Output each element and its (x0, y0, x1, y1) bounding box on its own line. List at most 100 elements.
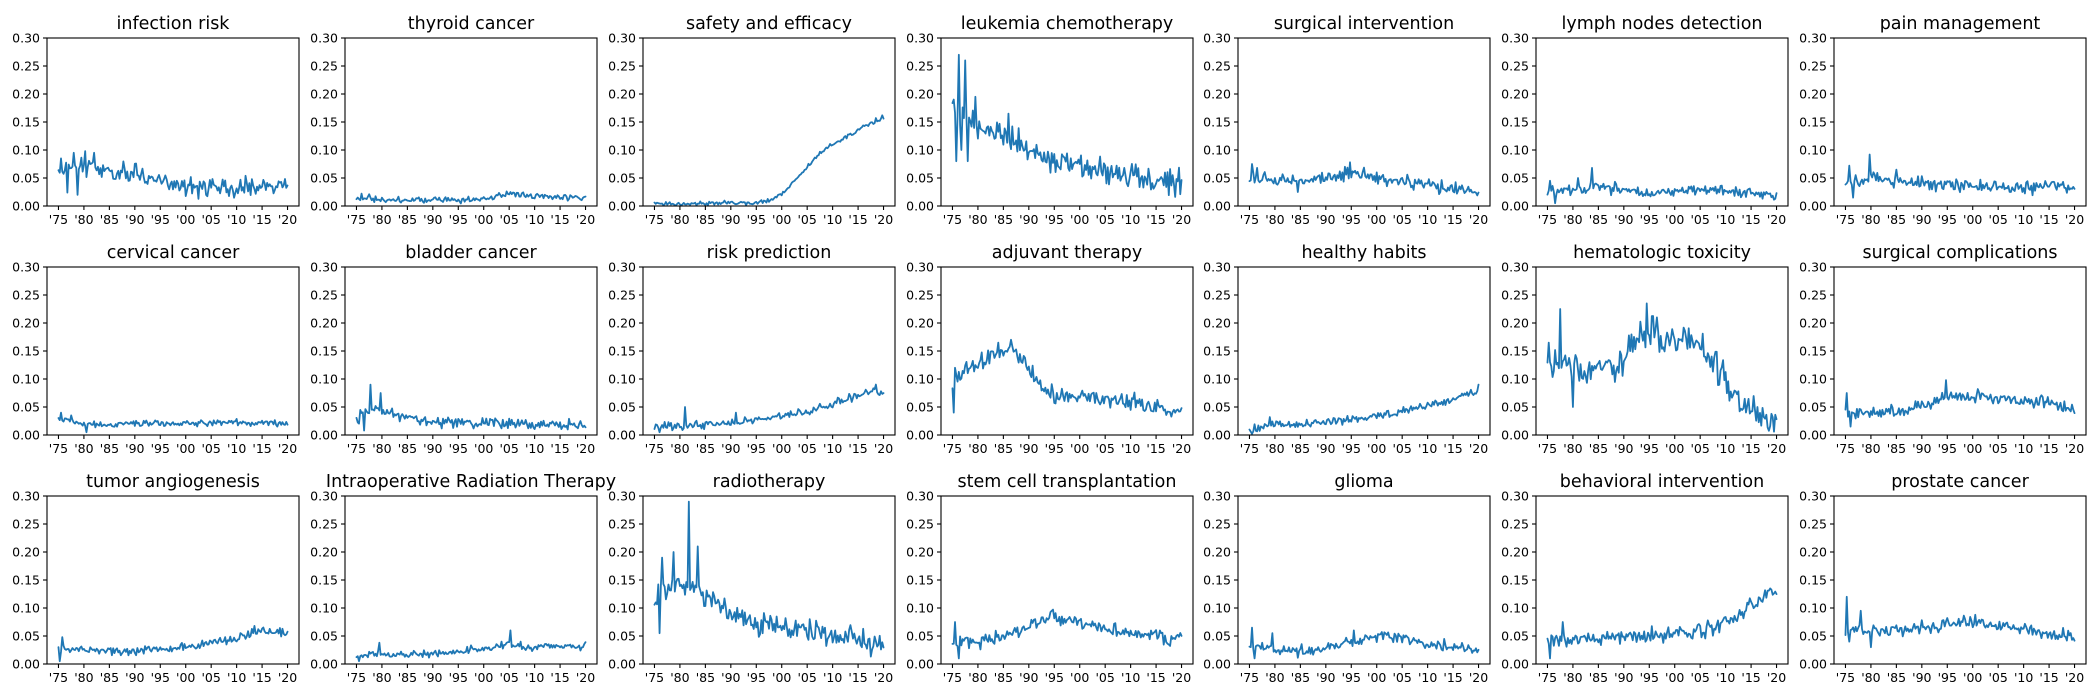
y-tick-label: 0.00 (608, 657, 636, 672)
y-tick-label: 0.25 (12, 288, 40, 303)
x-tick-label: '05 (798, 441, 817, 456)
x-tick-label: '85 (1887, 670, 1906, 685)
x-tick-label: '20 (1767, 212, 1786, 227)
series-line (355, 629, 587, 663)
x-tick-label: '75 (49, 670, 68, 685)
x-tick-label: '15 (2039, 670, 2058, 685)
x-tick-label: '80 (1861, 441, 1880, 456)
y-tick-label: 0.25 (608, 517, 636, 532)
y-tick-label: 0.30 (1501, 260, 1529, 275)
x-tick-label: '00 (474, 670, 493, 685)
x-tick-label: '90 (125, 670, 144, 685)
y-tick-label: 0.10 (906, 143, 934, 158)
y-tick-label: 0.15 (1501, 573, 1529, 588)
subplot-title: hematologic toxicity (1573, 243, 1751, 263)
series-line (1248, 626, 1480, 660)
x-tick-label: '75 (1538, 670, 1557, 685)
y-tick-label: 0.15 (906, 573, 934, 588)
subplot-3: leukemia chemotherapy 0.00 0.05 0.10 0.15 0.2… (906, 14, 1194, 227)
x-tick-label: '05 (1096, 441, 1115, 456)
subplot-19: behavioral intervention 0.00 0.05 0.10 0.15 0… (1501, 472, 1789, 685)
x-tick-label: '90 (1912, 441, 1931, 456)
x-tick-label: '20 (278, 441, 297, 456)
x-tick-label: '90 (1316, 441, 1335, 456)
x-tick-label: '80 (74, 212, 93, 227)
x-tick-label: '75 (49, 441, 68, 456)
y-tick-label: 0.20 (1799, 87, 1827, 102)
y-tick-label: 0.25 (1799, 517, 1827, 532)
x-tick-label: '85 (100, 670, 119, 685)
x-tick-label: '05 (1096, 212, 1115, 227)
y-tick-label: 0.00 (608, 199, 636, 214)
y-tick-label: 0.05 (1799, 171, 1827, 186)
subplot-8: bladder cancer 0.00 0.05 0.10 0.15 0.20 0.25 0.… (310, 243, 598, 456)
x-tick-label: '05 (500, 670, 519, 685)
x-tick-label: '10 (1716, 441, 1735, 456)
x-tick-label: '05 (202, 441, 221, 456)
y-tick-label: 0.00 (906, 199, 934, 214)
x-tick-label: '75 (943, 212, 962, 227)
y-tick-label: 0.00 (1799, 428, 1827, 443)
x-tick-label: '20 (1172, 212, 1191, 227)
x-tick-label: '00 (1665, 212, 1684, 227)
x-tick-label: '80 (1563, 212, 1582, 227)
x-tick-label: '80 (74, 441, 93, 456)
x-tick-label: '80 (968, 212, 987, 227)
x-tick-label: '15 (1741, 212, 1760, 227)
x-tick-label: '10 (227, 670, 246, 685)
subplot-10: adjuvant therapy 0.00 0.05 0.10 0.15 0.20 0.25… (906, 243, 1194, 456)
y-tick-label: 0.30 (12, 260, 40, 275)
y-tick-label: 0.00 (1799, 199, 1827, 214)
x-tick-label: '80 (968, 441, 987, 456)
y-tick-label: 0.00 (12, 199, 40, 214)
x-tick-label: '00 (1665, 670, 1684, 685)
y-tick-label: 0.10 (906, 601, 934, 616)
x-tick-label: '75 (1836, 670, 1855, 685)
y-tick-label: 0.20 (906, 545, 934, 560)
x-tick-label: '00 (772, 212, 791, 227)
x-tick-label: '75 (645, 441, 664, 456)
subplot-5: lymph nodes detection 0.00 0.05 0.10 0.15 0.2… (1501, 14, 1789, 227)
x-tick-label: '95 (747, 670, 766, 685)
x-tick-label: '85 (1589, 441, 1608, 456)
y-tick-label: 0.25 (906, 59, 934, 74)
x-tick-label: '00 (1070, 441, 1089, 456)
y-tick-label: 0.30 (1799, 489, 1827, 504)
x-tick-label: '90 (1614, 670, 1633, 685)
x-tick-label: '15 (848, 670, 867, 685)
series-line (951, 53, 1183, 198)
x-tick-label: '15 (550, 441, 569, 456)
series-line (1844, 595, 2076, 649)
x-tick-label: '85 (1887, 212, 1906, 227)
x-tick-label: '00 (176, 212, 195, 227)
x-tick-label: '85 (1291, 441, 1310, 456)
y-tick-label: 0.00 (12, 657, 40, 672)
x-tick-label: '20 (874, 212, 893, 227)
axes-frame (46, 495, 300, 665)
x-tick-label: '05 (500, 441, 519, 456)
y-tick-label: 0.30 (1203, 31, 1231, 46)
subplot-12: hematologic toxicity 0.00 0.05 0.10 0.15 0.20… (1501, 243, 1789, 456)
y-tick-label: 0.00 (1203, 657, 1231, 672)
y-tick-label: 0.25 (906, 517, 934, 532)
x-tick-label: '95 (1640, 212, 1659, 227)
x-tick-label: '20 (2065, 441, 2084, 456)
x-tick-label: '95 (449, 670, 468, 685)
axes-frame (1535, 37, 1789, 207)
x-tick-label: '95 (449, 441, 468, 456)
y-tick-label: 0.20 (12, 87, 40, 102)
x-tick-label: '75 (1240, 670, 1259, 685)
x-tick-label: '80 (1861, 670, 1880, 685)
series-line (1546, 302, 1778, 433)
x-tick-label: '15 (1741, 441, 1760, 456)
x-tick-label: '90 (721, 441, 740, 456)
x-tick-label: '95 (1938, 670, 1957, 685)
y-tick-label: 0.25 (1501, 517, 1529, 532)
y-tick-label: 0.10 (1799, 372, 1827, 387)
x-tick-label: '00 (1367, 441, 1386, 456)
x-tick-label: '05 (1989, 441, 2008, 456)
x-tick-label: '90 (125, 212, 144, 227)
x-tick-label: '15 (1741, 670, 1760, 685)
y-tick-label: 0.15 (310, 573, 338, 588)
y-tick-label: 0.00 (1501, 199, 1529, 214)
